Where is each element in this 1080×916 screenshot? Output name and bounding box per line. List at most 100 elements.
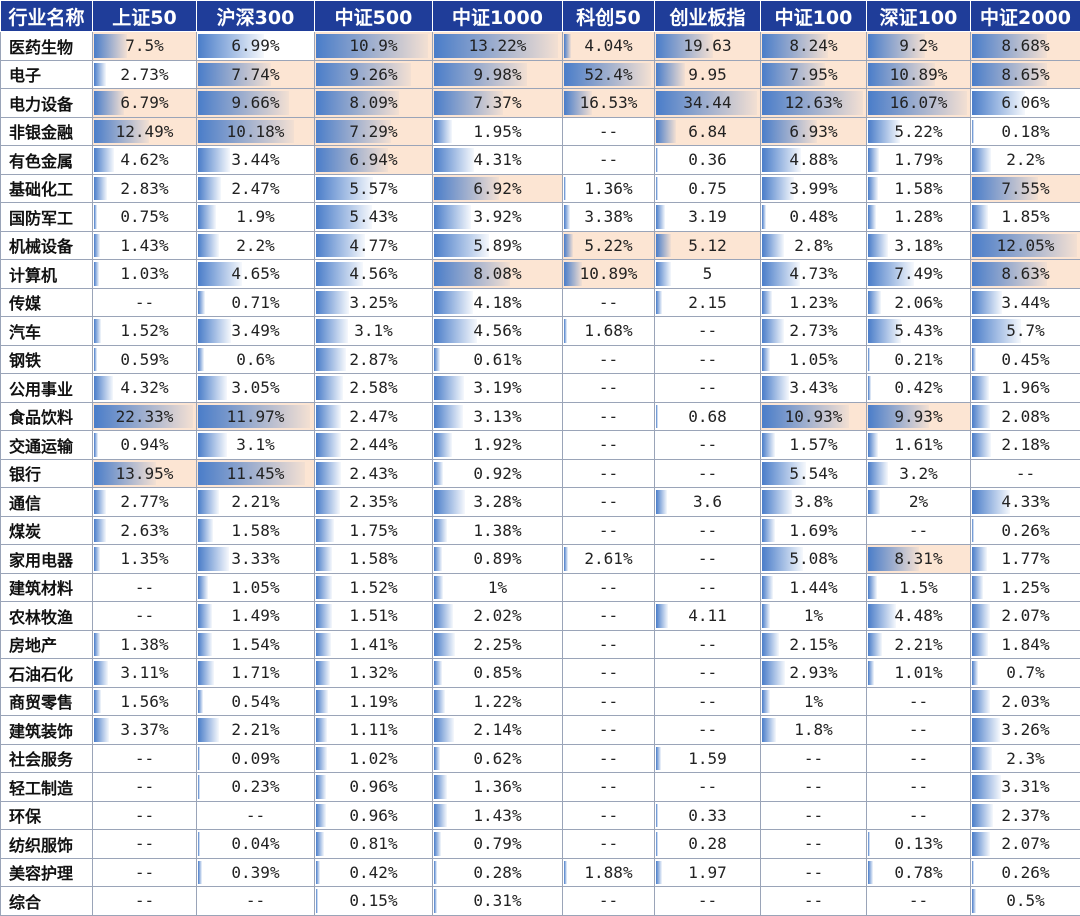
weight-data-bar	[762, 319, 784, 343]
weight-value: --	[599, 635, 618, 654]
weight-data-bar	[434, 804, 447, 828]
weight-data-bar	[972, 376, 989, 400]
weight-data-bar	[972, 633, 988, 657]
weight-value: 3.25%	[349, 293, 397, 312]
weight-value: 1.43%	[473, 806, 521, 825]
weight-value: 8.68%	[1001, 36, 1049, 55]
weight-cell: 1.23%	[761, 288, 867, 317]
weight-data-bar	[868, 462, 888, 486]
weight-value: 2.21%	[231, 720, 279, 739]
weight-value: 7.49%	[894, 264, 942, 283]
weight-value: 1.38%	[473, 521, 521, 540]
weight-value: 0.04%	[231, 834, 279, 853]
weight-value: --	[804, 749, 823, 768]
weight-cell: 0.6%	[197, 345, 315, 374]
weight-value: 10.89%	[890, 65, 948, 84]
weight-data-bar	[564, 319, 567, 343]
weight-value: 2.15%	[789, 635, 837, 654]
weight-value: --	[599, 663, 618, 682]
weight-data-bar	[656, 490, 667, 514]
weight-cell: 9.2%	[867, 32, 971, 61]
weight-data-bar	[972, 205, 988, 229]
weight-cell: 0.78%	[867, 858, 971, 887]
weight-cell: 1.75%	[315, 516, 433, 545]
weight-value: 10.18%	[227, 122, 285, 141]
weight-data-bar	[94, 547, 100, 571]
weight-data-bar	[316, 747, 327, 771]
weight-cell: --	[563, 146, 655, 175]
weight-cell: 2.8%	[761, 231, 867, 260]
weight-cell: 19.63	[655, 32, 761, 61]
weight-value: 0.13%	[894, 834, 942, 853]
industry-name-cell: 有色金属	[1, 146, 93, 175]
weight-data-bar	[94, 633, 100, 657]
weight-data-bar	[316, 604, 332, 628]
weight-data-bar	[972, 690, 990, 714]
weight-value: 0.59%	[120, 350, 168, 369]
weight-value: 0.62%	[473, 749, 521, 768]
weight-value: 2.87%	[349, 350, 397, 369]
weight-cell: --	[563, 288, 655, 317]
weight-value: 5.43%	[894, 321, 942, 340]
industry-name-cell: 家用电器	[1, 545, 93, 574]
weight-cell: 5.43%	[315, 203, 433, 232]
weight-data-bar	[434, 405, 463, 429]
weight-value: 5.12	[688, 236, 727, 255]
weight-cell: 3.13%	[433, 402, 563, 431]
weight-cell: 2.21%	[197, 716, 315, 745]
weight-data-bar	[972, 120, 974, 144]
weight-data-bar	[434, 490, 465, 514]
weight-cell: 2%	[867, 488, 971, 517]
weight-data-bar	[762, 490, 792, 514]
table-row: 轻工制造--0.23%0.96%1.36%--------3.31%	[1, 773, 1080, 802]
weight-cell: 4.04%	[563, 32, 655, 61]
weight-value: 0.39%	[231, 863, 279, 882]
weight-cell: --	[867, 801, 971, 830]
weight-data-bar	[656, 291, 662, 315]
weight-cell: 1.77%	[971, 545, 1080, 574]
weight-value: 0.81%	[349, 834, 397, 853]
weight-data-bar	[656, 63, 685, 87]
weight-value: --	[599, 492, 618, 511]
weight-value: 4.48%	[894, 606, 942, 625]
weight-value: 1.95%	[473, 122, 521, 141]
weight-value: --	[698, 692, 717, 711]
weight-cell: --	[971, 459, 1080, 488]
weight-value: --	[698, 777, 717, 796]
weight-cell: --	[563, 345, 655, 374]
weight-data-bar	[972, 747, 992, 771]
weight-value: --	[698, 891, 717, 910]
weight-cell: --	[93, 573, 197, 602]
weight-value: 3.92%	[473, 207, 521, 226]
weight-data-bar	[198, 490, 219, 514]
weight-cell: 4.56%	[315, 260, 433, 289]
weight-cell: --	[655, 345, 761, 374]
weight-value: 2.58%	[349, 378, 397, 397]
weight-value: 9.93%	[894, 407, 942, 426]
weight-data-bar	[198, 604, 212, 628]
weight-data-bar	[868, 633, 882, 657]
weight-value: --	[135, 749, 154, 768]
weight-cell: 1.97	[655, 858, 761, 887]
weight-value: 9.66%	[231, 93, 279, 112]
weight-value: 0.5%	[1006, 891, 1045, 910]
weight-data-bar	[868, 177, 878, 201]
weight-value: 10.89%	[580, 264, 638, 283]
weight-cell: 1.85%	[971, 203, 1080, 232]
weight-cell: --	[563, 374, 655, 403]
industry-name-cell: 石油石化	[1, 659, 93, 688]
industry-name-cell: 商贸零售	[1, 687, 93, 716]
weight-value: 12.63%	[785, 93, 843, 112]
weight-value: --	[135, 606, 154, 625]
weight-cell: 1.36%	[433, 773, 563, 802]
weight-value: 0.09%	[231, 749, 279, 768]
weight-cell: --	[563, 659, 655, 688]
weight-cell: --	[655, 716, 761, 745]
weight-data-bar	[94, 348, 97, 372]
weight-value: 1.59	[688, 749, 727, 768]
weight-value: --	[698, 464, 717, 483]
weight-cell: 1.22%	[433, 687, 563, 716]
weight-cell: 1.58%	[867, 174, 971, 203]
